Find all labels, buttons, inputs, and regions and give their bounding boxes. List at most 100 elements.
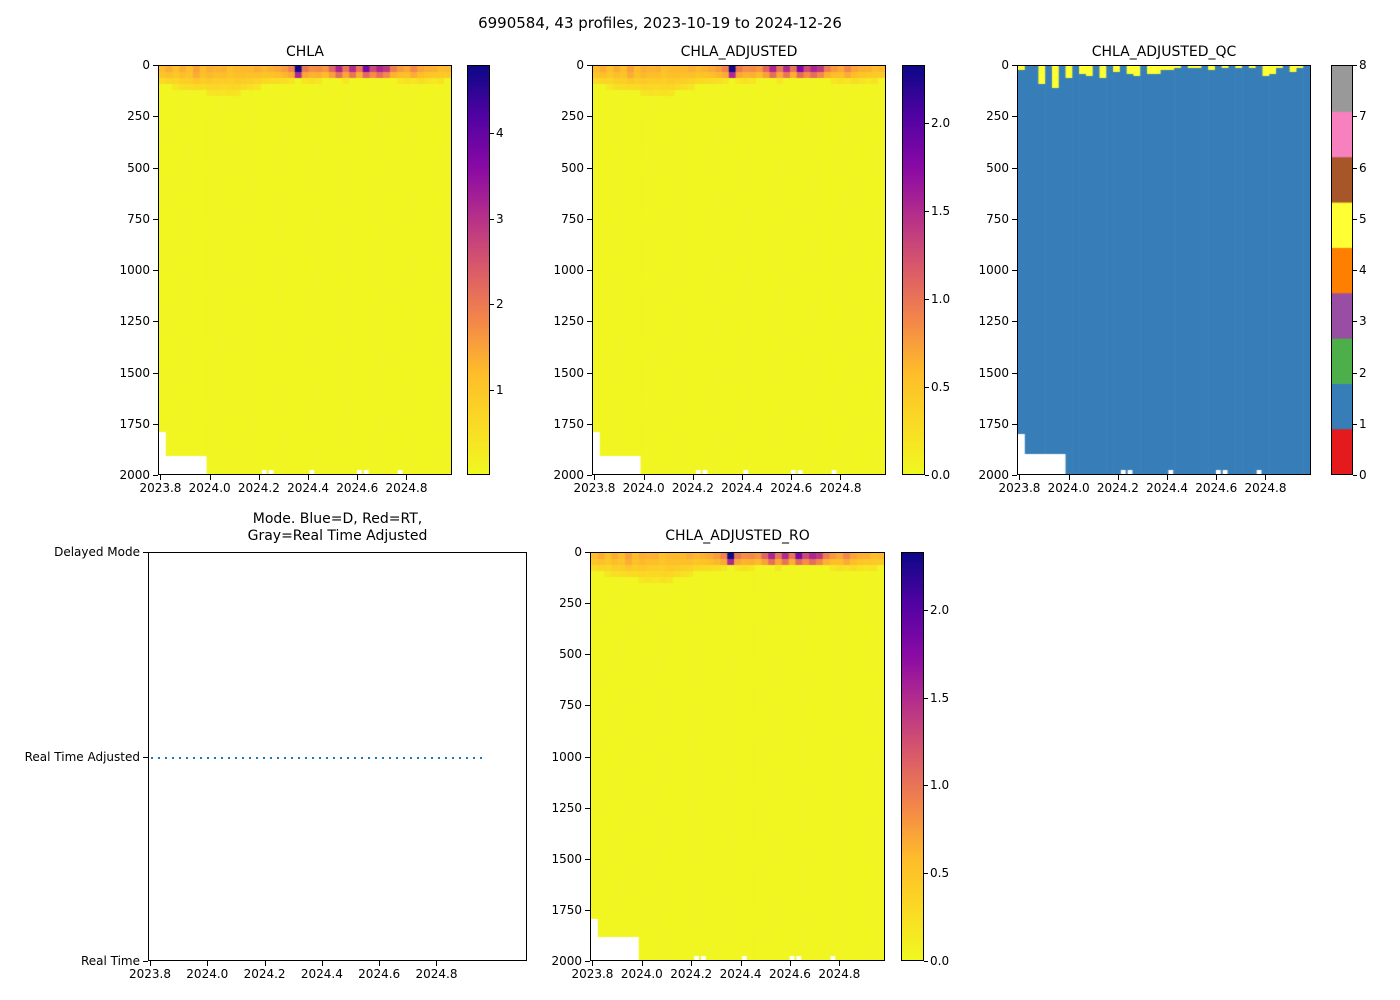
x-tick-label: 2024.6 xyxy=(768,967,811,981)
x-tick-label: 2024.8 xyxy=(819,481,862,495)
x-tick-label: 2023.8 xyxy=(139,481,182,495)
x-tick-label: 2024.2 xyxy=(237,481,280,495)
colorbar-tick-label: 3 xyxy=(1359,314,1367,329)
x-tick-label: 2024.2 xyxy=(671,481,714,495)
y-tick-label: 250 xyxy=(986,109,1009,124)
tick-mark xyxy=(1353,321,1357,323)
colorbar-tick-label: 1.0 xyxy=(931,292,951,307)
y-tick-label: 750 xyxy=(561,211,584,226)
tick-mark xyxy=(587,218,592,220)
y-tick-label: 1250 xyxy=(551,800,582,815)
y-tick-label: 2000 xyxy=(978,468,1009,482)
tick-mark xyxy=(153,218,158,220)
chla-adjusted-colorbar-canvas xyxy=(903,66,924,474)
y-tick-label: 500 xyxy=(127,160,150,175)
x-tick-label: 2024.4 xyxy=(1146,481,1189,495)
tick-mark xyxy=(925,299,929,301)
y-tick-label: 1500 xyxy=(119,365,150,380)
tick-mark xyxy=(1012,423,1017,425)
tick-mark xyxy=(585,756,590,758)
tick-mark xyxy=(924,697,928,699)
colorbar-tick-label: 0 xyxy=(1359,468,1367,482)
x-tick-label: 2024.8 xyxy=(1244,481,1287,495)
chla-heatmap-canvas xyxy=(159,66,451,474)
tick-mark xyxy=(1068,475,1070,480)
tick-mark xyxy=(587,423,592,425)
tick-mark xyxy=(740,961,742,966)
y-tick-label: 0 xyxy=(574,545,582,559)
y-tick-label: 1750 xyxy=(551,902,582,917)
y-tick-label: 1000 xyxy=(978,263,1009,277)
tick-mark xyxy=(789,961,791,966)
colorbar-tick-label: 5 xyxy=(1359,211,1367,226)
tick-mark xyxy=(925,123,929,125)
tick-mark xyxy=(924,961,928,962)
tick-mark xyxy=(592,961,594,966)
tick-mark xyxy=(1019,475,1021,480)
y-tick-label: 1000 xyxy=(119,263,150,277)
tick-mark xyxy=(436,961,438,966)
tick-mark xyxy=(150,961,151,966)
tick-mark xyxy=(839,961,841,966)
colorbar-tick-label: 2 xyxy=(496,297,504,312)
chla-adjusted-ro-colorbar-canvas xyxy=(902,553,923,960)
tick-mark xyxy=(153,475,158,476)
x-tick-label: 2024.4 xyxy=(721,481,764,495)
y-tick-label: 500 xyxy=(561,160,584,175)
colorbar-tick-label: 0.5 xyxy=(931,380,951,395)
mode-x-tick-label: 2024.0 xyxy=(186,967,229,981)
tick-mark xyxy=(1353,423,1357,425)
y-tick-label: 1500 xyxy=(553,365,584,380)
chla-colorbar-canvas xyxy=(468,66,489,474)
x-tick-label: 2024.0 xyxy=(620,967,663,981)
chla-adjusted-heatmap-canvas xyxy=(593,66,885,474)
qc-colorbar-canvas xyxy=(1332,66,1352,474)
chla-colorbar xyxy=(467,65,490,475)
tick-mark xyxy=(1265,475,1267,480)
tick-mark xyxy=(1353,270,1357,271)
y-tick-label: 750 xyxy=(127,211,150,226)
y-tick-label: 1000 xyxy=(553,263,584,277)
colorbar-tick-label: 2.0 xyxy=(931,116,951,131)
x-tick-label: 2024.4 xyxy=(719,967,762,981)
y-tick-label: 1250 xyxy=(119,314,150,329)
x-tick-label: 2024.6 xyxy=(1195,481,1238,495)
tick-mark xyxy=(1012,65,1017,66)
colorbar-tick-label: 4 xyxy=(496,126,504,141)
y-tick-label: 2000 xyxy=(553,468,584,482)
tick-mark xyxy=(490,133,494,135)
y-tick-label: 750 xyxy=(986,211,1009,226)
x-tick-label: 2024.6 xyxy=(336,481,379,495)
chla-adjusted-colorbar xyxy=(902,65,925,475)
tick-mark xyxy=(143,552,148,553)
tick-mark xyxy=(1012,218,1017,220)
x-tick-label: 2024.2 xyxy=(1096,481,1139,495)
tick-mark xyxy=(1353,116,1357,118)
tick-mark xyxy=(594,475,596,480)
tick-mark xyxy=(585,858,590,860)
tick-mark xyxy=(379,961,381,966)
tick-mark xyxy=(742,475,744,480)
tick-mark xyxy=(143,756,148,758)
tick-mark xyxy=(587,65,592,66)
tick-mark xyxy=(406,475,408,480)
y-tick-label: 500 xyxy=(986,160,1009,175)
y-tick-label: 250 xyxy=(127,109,150,124)
colorbar-tick-label: 1 xyxy=(1359,416,1367,431)
colorbar-tick-label: 1.0 xyxy=(930,778,950,793)
tick-mark xyxy=(357,475,359,480)
colorbar-tick-label: 1 xyxy=(496,382,504,397)
y-tick-label: 1750 xyxy=(119,416,150,431)
colorbar-tick-label: 3 xyxy=(496,211,504,226)
tick-mark xyxy=(585,807,590,809)
colorbar-tick-label: 2 xyxy=(1359,365,1367,380)
y-tick-label: 0 xyxy=(576,58,584,72)
tick-mark xyxy=(925,475,929,476)
tick-mark xyxy=(153,167,158,169)
x-tick-label: 2024.0 xyxy=(622,481,665,495)
tick-mark xyxy=(1353,475,1357,476)
colorbar-tick-label: 0.0 xyxy=(930,954,950,968)
tick-mark xyxy=(925,387,929,389)
y-tick-label: 1500 xyxy=(551,851,582,866)
chla-adjusted-ro-heatmap-canvas xyxy=(591,553,884,960)
